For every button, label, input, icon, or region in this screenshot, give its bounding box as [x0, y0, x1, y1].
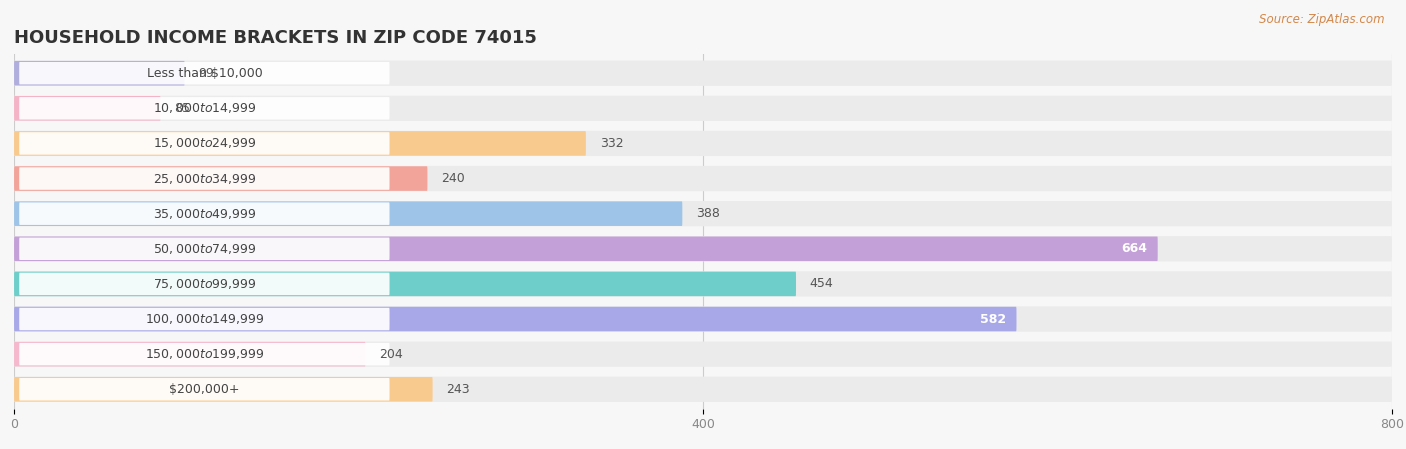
FancyBboxPatch shape	[14, 201, 1392, 226]
Text: 582: 582	[980, 313, 1007, 326]
FancyBboxPatch shape	[14, 307, 1017, 331]
FancyBboxPatch shape	[14, 96, 160, 121]
Text: 664: 664	[1122, 242, 1147, 255]
Text: $100,000 to $149,999: $100,000 to $149,999	[145, 312, 264, 326]
Text: 454: 454	[810, 277, 834, 291]
FancyBboxPatch shape	[14, 202, 682, 226]
FancyBboxPatch shape	[14, 166, 1392, 191]
Text: Source: ZipAtlas.com: Source: ZipAtlas.com	[1260, 13, 1385, 26]
FancyBboxPatch shape	[14, 342, 366, 366]
FancyBboxPatch shape	[14, 131, 1392, 156]
FancyBboxPatch shape	[20, 378, 389, 401]
FancyBboxPatch shape	[14, 306, 1392, 332]
FancyBboxPatch shape	[14, 377, 1392, 402]
FancyBboxPatch shape	[14, 237, 1157, 261]
Text: $35,000 to $49,999: $35,000 to $49,999	[153, 207, 256, 220]
FancyBboxPatch shape	[20, 167, 389, 190]
Text: 243: 243	[446, 383, 470, 396]
FancyBboxPatch shape	[20, 343, 389, 365]
Text: $50,000 to $74,999: $50,000 to $74,999	[153, 242, 256, 256]
Text: $75,000 to $99,999: $75,000 to $99,999	[153, 277, 256, 291]
Text: Less than $10,000: Less than $10,000	[146, 67, 263, 79]
Text: $150,000 to $199,999: $150,000 to $199,999	[145, 347, 264, 361]
Text: $10,000 to $14,999: $10,000 to $14,999	[153, 101, 256, 115]
FancyBboxPatch shape	[14, 271, 1392, 296]
Text: $200,000+: $200,000+	[169, 383, 239, 396]
FancyBboxPatch shape	[20, 202, 389, 225]
FancyBboxPatch shape	[20, 273, 389, 295]
FancyBboxPatch shape	[20, 238, 389, 260]
FancyBboxPatch shape	[20, 308, 389, 330]
Text: 332: 332	[599, 137, 623, 150]
FancyBboxPatch shape	[14, 272, 796, 296]
Text: 85: 85	[174, 102, 190, 115]
Text: 204: 204	[380, 348, 404, 361]
FancyBboxPatch shape	[14, 166, 427, 191]
FancyBboxPatch shape	[20, 62, 389, 84]
FancyBboxPatch shape	[14, 377, 433, 401]
FancyBboxPatch shape	[20, 97, 389, 119]
Text: 388: 388	[696, 207, 720, 220]
FancyBboxPatch shape	[14, 342, 1392, 367]
FancyBboxPatch shape	[14, 236, 1392, 261]
Text: $15,000 to $24,999: $15,000 to $24,999	[153, 136, 256, 150]
FancyBboxPatch shape	[20, 132, 389, 154]
FancyBboxPatch shape	[14, 61, 1392, 86]
Text: 99: 99	[198, 67, 214, 79]
Text: 240: 240	[441, 172, 465, 185]
FancyBboxPatch shape	[14, 131, 586, 156]
Text: HOUSEHOLD INCOME BRACKETS IN ZIP CODE 74015: HOUSEHOLD INCOME BRACKETS IN ZIP CODE 74…	[14, 29, 537, 47]
FancyBboxPatch shape	[14, 61, 184, 85]
FancyBboxPatch shape	[14, 96, 1392, 121]
Text: $25,000 to $34,999: $25,000 to $34,999	[153, 172, 256, 185]
